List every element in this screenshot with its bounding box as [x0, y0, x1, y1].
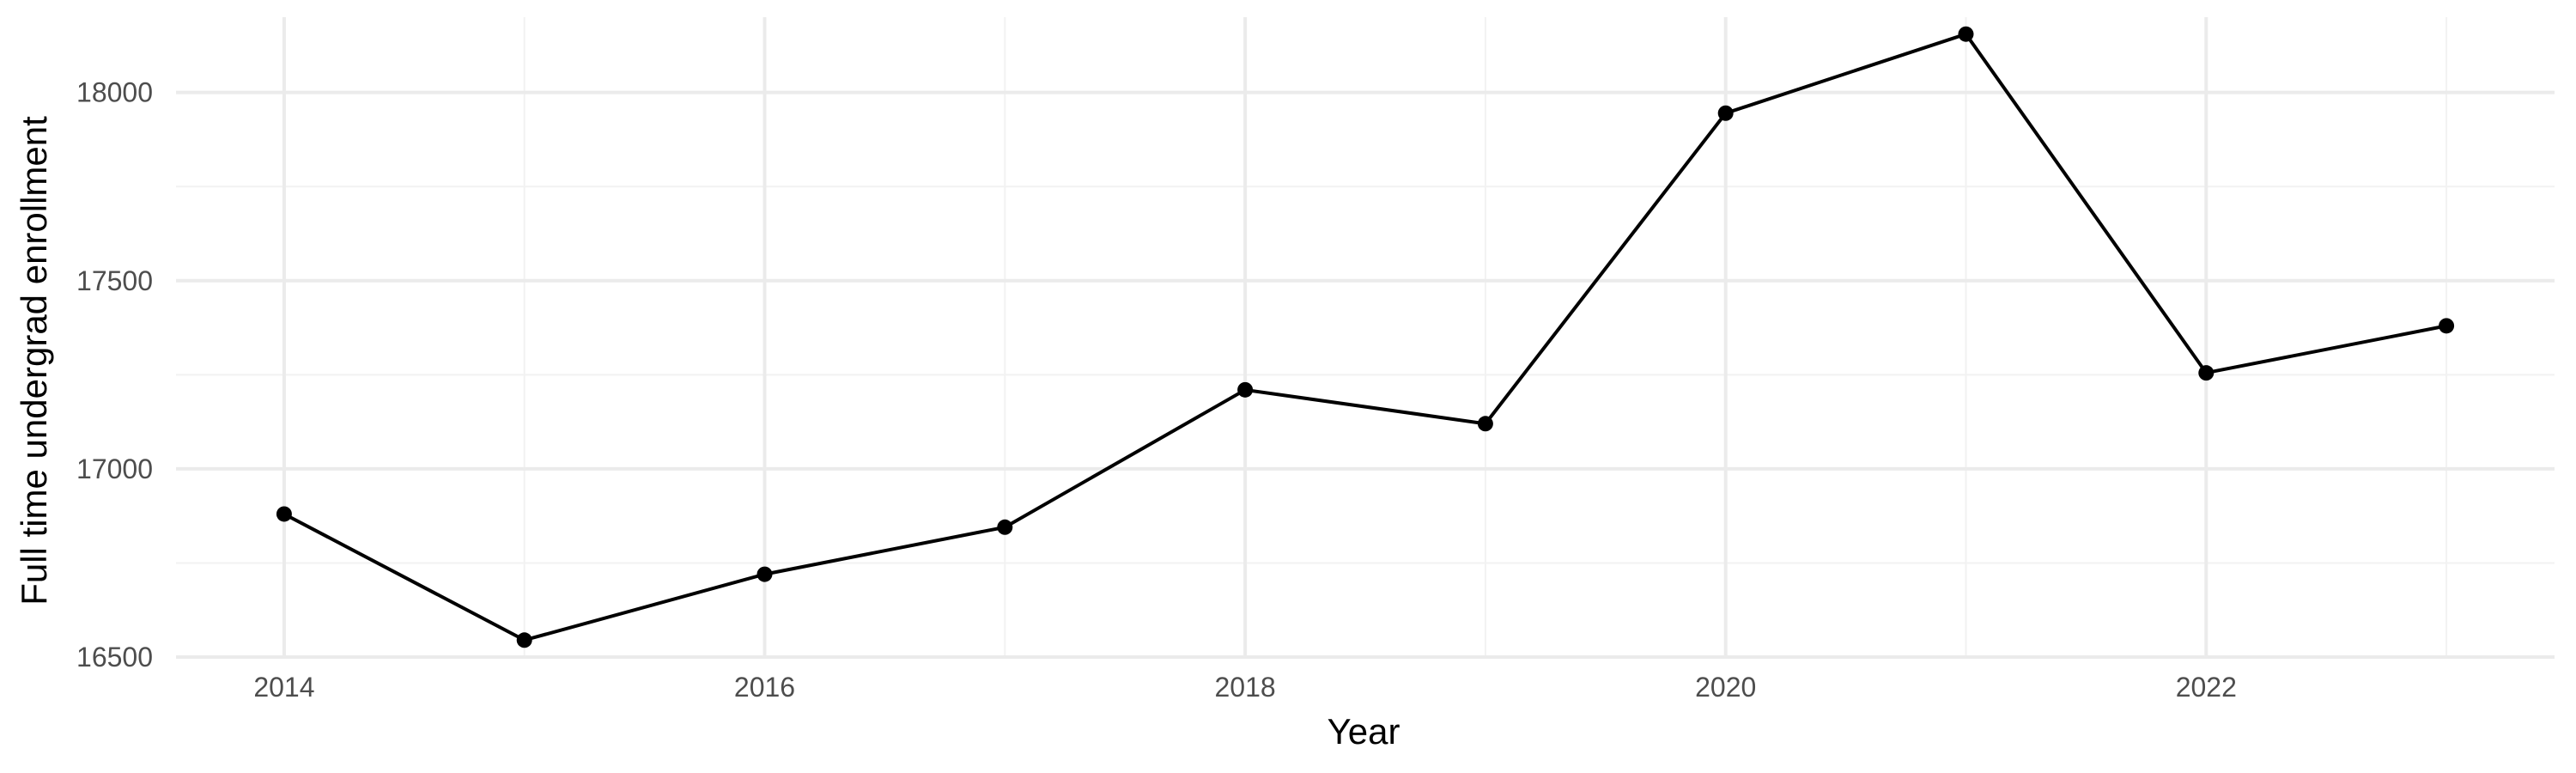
y-tick-label: 16500 — [76, 642, 153, 673]
y-tick-label: 18000 — [76, 77, 153, 108]
data-point-2020 — [1717, 105, 1734, 121]
data-point-2021 — [1958, 26, 1974, 42]
x-tick-label: 2018 — [1215, 672, 1276, 703]
x-tick-label: 2014 — [253, 672, 314, 703]
x-axis-ticks: 2014 2016 2018 2020 2022 — [253, 672, 2237, 703]
x-tick-label: 2016 — [734, 672, 795, 703]
x-tick-label: 2022 — [2176, 672, 2237, 703]
y-tick-label: 17500 — [76, 265, 153, 296]
data-point-2018 — [1237, 381, 1254, 398]
x-tick-label: 2020 — [1695, 672, 1756, 703]
data-point-2014 — [276, 506, 292, 522]
data-point-2019 — [1477, 416, 1493, 432]
x-axis-title: Year — [1327, 711, 1400, 752]
y-axis-ticks: 16500 17000 17500 18000 — [76, 77, 153, 673]
y-tick-label: 17000 — [76, 453, 153, 484]
y-axis-title: Full time undergrad enrollment — [14, 116, 54, 606]
data-point-2015 — [516, 632, 532, 648]
data-point-2022 — [2198, 365, 2215, 381]
series-line-layer — [283, 32, 2447, 642]
data-points — [276, 26, 2455, 648]
gridlines — [176, 17, 2555, 659]
data-point-2017 — [997, 519, 1013, 535]
series-line — [283, 32, 2447, 642]
data-point-2016 — [756, 566, 773, 582]
data-point-2023 — [2439, 318, 2455, 334]
